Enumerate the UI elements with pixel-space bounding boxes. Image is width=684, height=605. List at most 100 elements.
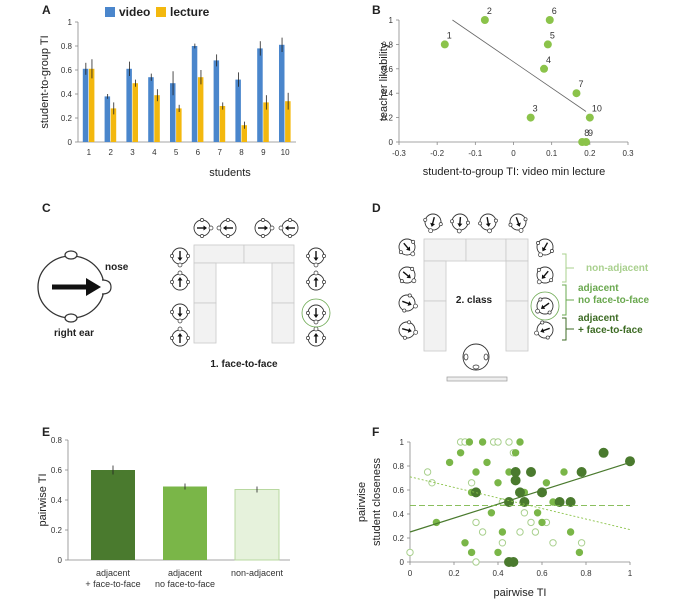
b-point bbox=[585, 113, 594, 122]
f-point-dark bbox=[515, 487, 525, 498]
b-point bbox=[526, 113, 535, 122]
f-point-mid bbox=[511, 449, 520, 457]
a-xtick-label: 2 bbox=[108, 148, 113, 157]
e-category-label-2: + face-to-face bbox=[85, 579, 140, 589]
f-point-dark bbox=[519, 497, 530, 507]
b-point bbox=[582, 138, 591, 146]
f-point-light bbox=[478, 528, 487, 536]
f-point-mid bbox=[494, 548, 502, 557]
d-head-top bbox=[423, 213, 443, 234]
e-category-label-2: no face-to-face bbox=[155, 579, 215, 589]
f-point-mid bbox=[566, 528, 575, 536]
c-head-right bbox=[306, 326, 326, 347]
a-bar-lecture bbox=[132, 83, 139, 142]
a-xtick-label: 10 bbox=[281, 148, 290, 157]
c-head-left bbox=[170, 326, 190, 347]
b-ytick-label: 1 bbox=[389, 16, 394, 25]
a-bar-video bbox=[213, 60, 220, 142]
e-category-label: non-adjacent bbox=[231, 568, 284, 578]
legend-face-1: adjacent bbox=[578, 313, 619, 324]
b-point-label: 8 bbox=[584, 128, 589, 138]
label-nose: nose bbox=[105, 262, 129, 273]
f-point-dark bbox=[471, 487, 481, 498]
f-point-light bbox=[531, 528, 540, 536]
a-x-label: students bbox=[209, 167, 251, 179]
c-head-top bbox=[216, 218, 237, 238]
a-bar-lecture bbox=[263, 102, 269, 142]
a-bar-video bbox=[191, 46, 198, 142]
label-right-ear: right ear bbox=[54, 328, 94, 339]
a-bar-lecture bbox=[241, 125, 248, 142]
f-ytick-label: 0.4 bbox=[393, 510, 405, 519]
a-bar-lecture bbox=[110, 108, 117, 142]
b-point-label: 2 bbox=[487, 6, 492, 16]
a-bar-lecture bbox=[176, 108, 182, 142]
f-point-light bbox=[498, 539, 507, 547]
panel-label-d: D bbox=[372, 201, 381, 215]
f-point-dark bbox=[526, 467, 536, 477]
a-bar-lecture bbox=[154, 95, 160, 142]
b-point bbox=[543, 40, 552, 49]
b-point-label: 3 bbox=[533, 104, 538, 114]
d-head-right bbox=[536, 238, 554, 258]
a-ytick-label: 0.4 bbox=[61, 90, 73, 99]
f-point-light bbox=[505, 438, 513, 446]
f-ytick-label: 0.2 bbox=[393, 534, 405, 543]
f-point-light bbox=[494, 438, 502, 446]
diagram-d: 2. class non-adjacent adjacent no face-t… bbox=[398, 213, 650, 382]
f-xtick-label: 1 bbox=[628, 569, 633, 578]
d-head-left bbox=[398, 266, 417, 284]
b-ytick-label: 0.8 bbox=[382, 40, 394, 49]
b-y-label: teacher likability bbox=[378, 42, 390, 121]
a-xtick-label: 7 bbox=[217, 148, 222, 157]
b-xtick-label: -0.1 bbox=[468, 149, 482, 158]
f-point-light bbox=[520, 509, 529, 517]
d-head-top bbox=[478, 213, 498, 234]
b-point bbox=[572, 89, 581, 98]
a-xtick-label: 6 bbox=[196, 148, 201, 157]
f-point-mid bbox=[483, 458, 491, 467]
c-head-top bbox=[193, 218, 214, 238]
legend-swatch-lecture bbox=[156, 7, 166, 17]
a-bar-lecture bbox=[219, 106, 226, 142]
a-xtick-label: 8 bbox=[239, 148, 244, 157]
e-ytick-label: 0.4 bbox=[51, 496, 63, 505]
legend-adjacent-1: adjacent bbox=[578, 283, 619, 294]
f-point-mid bbox=[487, 509, 496, 517]
f-point-mid bbox=[516, 438, 524, 446]
a-bar-video bbox=[104, 96, 111, 142]
f-point-light bbox=[423, 468, 432, 476]
e-ytick-label: 0.8 bbox=[51, 436, 63, 445]
a-xtick-label: 1 bbox=[87, 148, 92, 157]
f-point-mid bbox=[498, 528, 507, 536]
a-bar-video bbox=[278, 44, 285, 142]
d-caption: 2. class bbox=[456, 295, 493, 306]
b-xtick-label: 0.2 bbox=[584, 149, 596, 158]
e-bar bbox=[234, 489, 280, 561]
d-head-left bbox=[398, 320, 419, 340]
f-point-mid bbox=[472, 468, 480, 476]
chart-f: 0 0.2 0.4 0.6 0.8 1 0 0.2 0.4 0.6 0.8 1 pairwise TI… bbox=[356, 438, 635, 599]
f-x-label: pairwise TI bbox=[494, 587, 547, 599]
f-ytick-label: 0.8 bbox=[393, 462, 405, 471]
chart-e: 00.20.40.60.8 adjacent+ face-to-faceadja… bbox=[37, 436, 290, 589]
b-point-label: 7 bbox=[578, 79, 583, 89]
f-point-light bbox=[406, 548, 414, 557]
a-xtick-label: 4 bbox=[152, 148, 157, 157]
c-highlight-circle bbox=[301, 298, 331, 328]
f-point-dark bbox=[625, 456, 635, 467]
f-point-light bbox=[577, 539, 586, 547]
diagram-c: nose right ear 1. face-to-face bbox=[37, 218, 331, 370]
f-fit-light bbox=[409, 476, 631, 531]
a-bar-lecture bbox=[88, 68, 95, 142]
a-ytick-label: 0 bbox=[68, 138, 73, 147]
f-xtick-label: 0.2 bbox=[448, 569, 460, 578]
b-fit-line bbox=[452, 19, 587, 112]
f-point-light bbox=[549, 539, 557, 547]
chart-b: -0.3 -0.2 -0.1 0 0.1 0.2 0.3 0 0.2 0.4 0.6 0.8 1 1 2 3… bbox=[378, 6, 634, 178]
b-point-label: 4 bbox=[546, 55, 551, 65]
a-ytick-label: 0.6 bbox=[61, 66, 73, 75]
b-point bbox=[440, 40, 449, 49]
c-head-left bbox=[170, 247, 190, 268]
b-ytick-label: 0.6 bbox=[382, 65, 394, 74]
